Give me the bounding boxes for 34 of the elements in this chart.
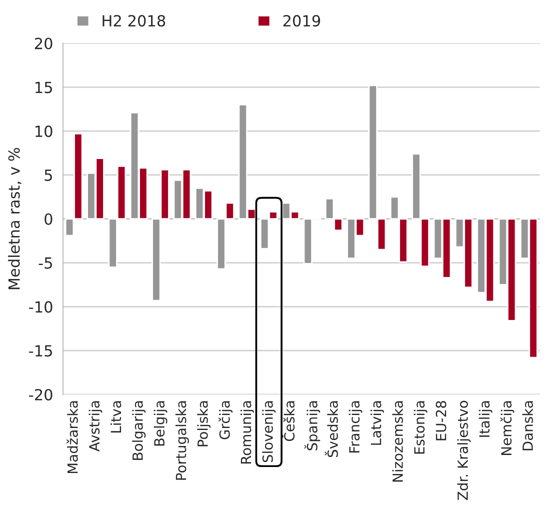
legend-label: H2 2018 [102,15,166,27]
y-axis-title: Medletna rast, v % [8,148,22,290]
x-tick-label: Romunija [240,401,254,464]
x-tick-label: Španija [304,401,320,450]
y-tick-label: 10 [36,126,52,138]
x-tick-label: Češka [282,401,295,442]
x-tick-label: Francija [348,401,362,453]
x-tick-label: Švedska [324,401,338,458]
y-tick-label: -20 [29,388,52,400]
y-tick-label: -10 [29,301,52,313]
x-tick-label: Belgija [154,401,168,446]
x-tick-label: Avstrija [88,401,102,452]
x-tick-label: Litva [110,401,122,432]
y-tick-label: -5 [38,257,52,269]
y-tick-label: 15 [36,82,52,94]
x-tick-label: Estonija [414,401,428,454]
x-tick-label: Danska [522,401,533,450]
x-tick-label: Italija [478,401,492,437]
y-tick-label: 0 [44,213,52,225]
x-tick-label: Grčija [218,401,233,440]
x-tick-label: Nizozemska [392,401,403,482]
y-tick-label: 20 [34,38,52,50]
x-tick-label: Portugalska [175,401,189,480]
x-tick-label: Latvija [370,401,384,445]
x-tick-label: Bolgarija [132,401,146,460]
x-tick-label: Slovenija [262,401,276,462]
x-tick-label: EU-28 [436,400,446,440]
x-tick-label: Poljska [197,401,211,446]
x-tick-label: Nemčija [500,401,514,455]
legend-label: 2019 [283,15,320,27]
y-tick-label: 5 [44,170,52,181]
x-tick-label: Madžarska [66,401,78,474]
y-tick-label: -15 [29,345,52,357]
x-tick-label: Zdr. Kraljestvo [457,400,471,500]
